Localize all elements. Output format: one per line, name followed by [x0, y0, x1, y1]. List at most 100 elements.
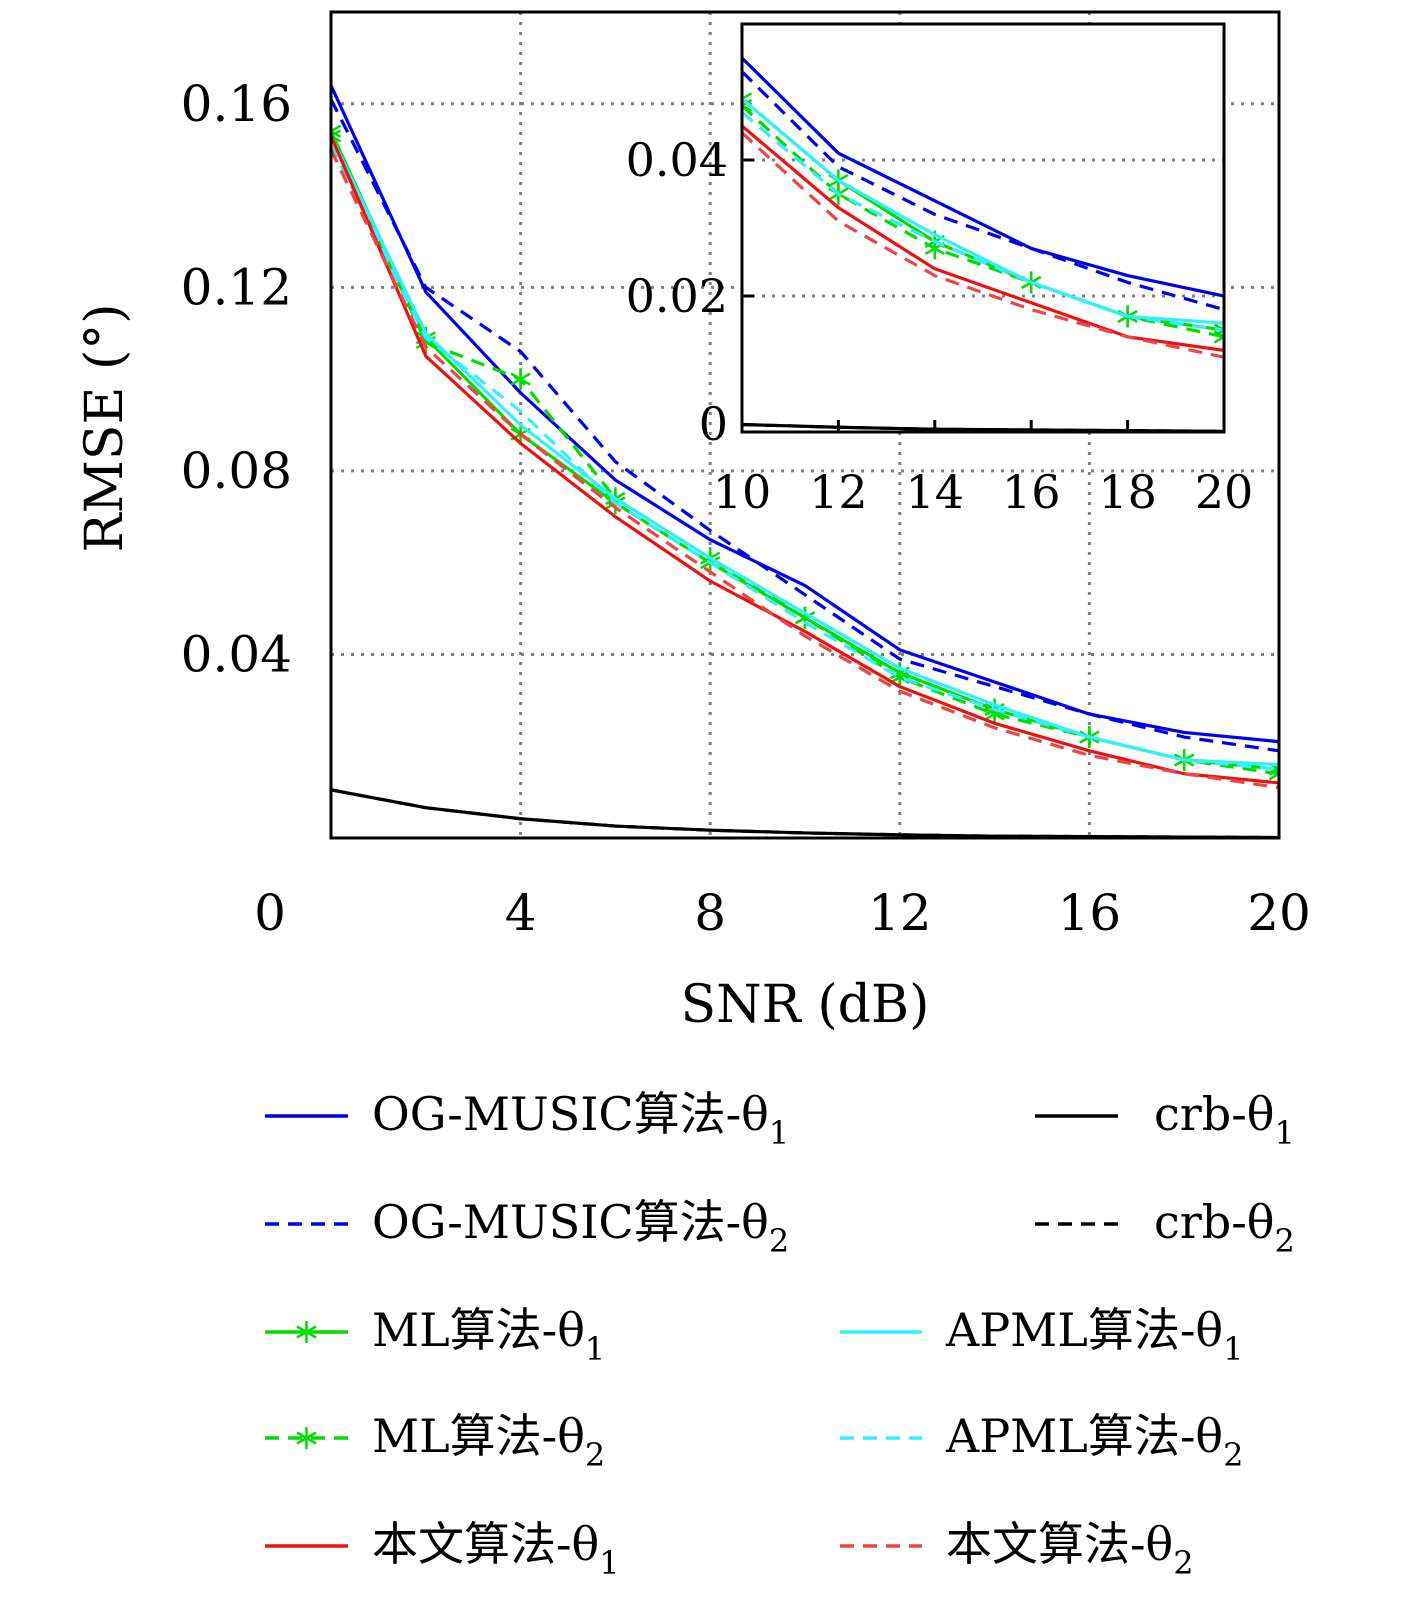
legend-swatch-marker	[296, 1427, 317, 1449]
x-tick-label: 4	[505, 884, 537, 942]
y-tick-label: 0.16	[181, 75, 292, 133]
legend-label: ML算法-θ1	[372, 1303, 605, 1368]
marker-stroke	[1213, 335, 1224, 344]
series-line-4	[331, 135, 1279, 767]
marker-stroke	[296, 1431, 317, 1445]
legend-entry: OG-MUSIC算法-θ1	[265, 1087, 789, 1152]
marker-stroke	[742, 99, 753, 108]
series-3-point	[510, 368, 531, 391]
series-2-point	[331, 120, 342, 143]
legend-label-text: crb-θ	[1154, 1195, 1274, 1249]
legend-label: APML算法-θ1	[945, 1303, 1243, 1368]
inset-y-tick-label: 0	[699, 397, 728, 451]
legend-entry: crb-θ1	[1035, 1087, 1295, 1152]
marker-stroke	[1213, 330, 1224, 339]
inset-series-line-3	[742, 104, 1224, 339]
inset-x-tick-label: 16	[1002, 465, 1061, 519]
inset-background	[742, 24, 1224, 432]
y-axis-label: RMSE (°)	[75, 303, 135, 552]
legend-label-subscript: 2	[1173, 1544, 1193, 1582]
series-line-1	[331, 98, 1279, 753]
legend-entry: ML算法-θ2	[265, 1409, 605, 1474]
legend-label: crb-θ2	[1154, 1195, 1295, 1260]
inset-series-group	[742, 56, 1224, 432]
inset-y-tick-label: 0.02	[626, 269, 728, 323]
series-line-6	[331, 135, 1279, 785]
inset-x-tick-label: 20	[1195, 465, 1254, 519]
inset-zoom-plot: 10 12 14 16 18 20 0 0.02 0.04	[626, 22, 1254, 519]
legend-label-text: APML算法-θ	[945, 1303, 1223, 1357]
legend-label-text: 本文算法-θ	[946, 1517, 1173, 1571]
marker-stroke	[742, 92, 753, 101]
inset-series-3-point	[742, 94, 753, 117]
inset-series-line-7	[742, 131, 1224, 359]
y-tick-label: 0.04	[181, 625, 292, 683]
inset-y-tick-label: 0.04	[626, 133, 728, 187]
main-plot-frame	[329, 10, 1281, 840]
series-3-point	[794, 606, 816, 629]
legend-label-subscript: 1	[769, 1114, 789, 1152]
legend-label: OG-MUSIC算法-θ1	[372, 1087, 789, 1152]
x-tick-label: 8	[694, 884, 726, 942]
legend-label-subscript: 2	[1223, 1436, 1243, 1474]
legend-label: 本文算法-θ1	[372, 1517, 620, 1582]
legend-label-text: crb-θ	[1154, 1087, 1274, 1141]
legend-label-subscript: 1	[1223, 1330, 1243, 1368]
marker-stroke	[742, 104, 753, 113]
legend-label: OG-MUSIC算法-θ2	[372, 1195, 789, 1260]
legend-label-subscript: 1	[599, 1544, 619, 1582]
x-tick-label: 20	[1247, 884, 1311, 942]
legend-swatch-marker	[296, 1321, 317, 1343]
marker-stroke	[1268, 772, 1279, 781]
legend-label: 本文算法-θ2	[946, 1517, 1194, 1582]
marker-stroke	[794, 611, 816, 625]
legend-label: crb-θ1	[1154, 1087, 1295, 1152]
y-tick-label: 0.12	[181, 258, 292, 316]
inset-series-line-4	[742, 97, 1224, 325]
marker-stroke	[984, 707, 1005, 721]
legend-label-subscript: 1	[585, 1330, 605, 1368]
marker-stroke	[510, 372, 531, 386]
x-tick-label: 16	[1058, 884, 1122, 942]
legend: OG-MUSIC算法-θ1OG-MUSIC算法-θ2ML算法-θ1ML算法-θ2…	[265, 1087, 1295, 1582]
marker-stroke	[331, 129, 342, 138]
legend-label-text: OG-MUSIC算法-θ	[372, 1195, 769, 1249]
marker-stroke	[1213, 323, 1224, 332]
series-line-7	[331, 148, 1279, 790]
marker-stroke	[331, 124, 342, 133]
legend-label-subscript: 2	[769, 1222, 789, 1260]
legend-entry: 本文算法-θ1	[265, 1517, 620, 1582]
x-axis-label: SNR (dB)	[681, 975, 930, 1035]
marker-stroke	[924, 241, 945, 255]
legend-entry: APML算法-θ2	[840, 1409, 1243, 1474]
x-tick-label: 0	[254, 884, 286, 942]
series-3-point	[331, 124, 342, 147]
y-tick-label: 0.08	[181, 442, 292, 500]
legend-entry: APML算法-θ1	[840, 1303, 1243, 1368]
legend-label: APML算法-θ2	[945, 1409, 1243, 1474]
legend-entry: OG-MUSIC算法-θ2	[265, 1195, 789, 1260]
legend-entry: crb-θ2	[1035, 1195, 1295, 1260]
marker-stroke	[331, 129, 342, 138]
legend-label-text: ML算法-θ	[372, 1303, 585, 1357]
legend-label: ML算法-θ2	[372, 1409, 605, 1474]
legend-entry: 本文算法-θ2	[840, 1517, 1194, 1582]
legend-label-subscript: 2	[585, 1436, 605, 1474]
inset-x-tick-label: 18	[1098, 465, 1157, 519]
legend-entry: ML算法-θ1	[265, 1303, 605, 1368]
inset-series-3-point	[1213, 325, 1224, 348]
legend-label-text: APML算法-θ	[945, 1409, 1223, 1463]
legend-label-subscript: 2	[1274, 1222, 1294, 1260]
inset-x-tick-label: 12	[809, 465, 868, 519]
inset-series-line-1	[742, 70, 1224, 312]
inset-frame	[740, 22, 1226, 434]
series-line-5	[331, 144, 1279, 771]
legend-label-text: ML算法-θ	[372, 1409, 585, 1463]
legend-label-text: OG-MUSIC算法-θ	[372, 1087, 769, 1141]
inset-x-tick-label: 10	[713, 465, 772, 519]
legend-label-subscript: 1	[1274, 1114, 1294, 1152]
inset-series-line-0	[742, 56, 1224, 298]
marker-stroke	[296, 1325, 317, 1339]
x-tick-label: 12	[868, 884, 932, 942]
